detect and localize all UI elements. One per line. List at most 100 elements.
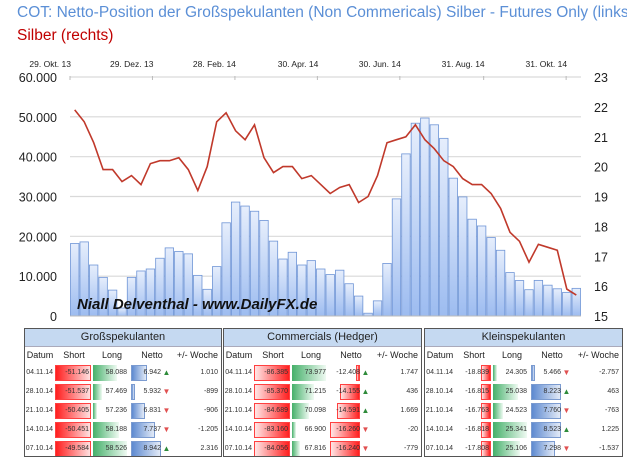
column-headers: Datum Short Long Netto +/- Woche xyxy=(25,347,221,363)
bars xyxy=(70,117,581,317)
long-cell: 73.977 xyxy=(292,364,328,382)
long-cell: 58.188 xyxy=(93,421,129,439)
net-value: 5.466 xyxy=(543,369,561,376)
net-cell: -14.591 ▲ xyxy=(330,402,370,420)
short-data-bar xyxy=(480,365,491,381)
netto-position-bar xyxy=(353,295,364,317)
table-row: 04.11.14 -18.839 24.305 5.466 ▼ -2.757 xyxy=(425,364,622,382)
long-data-bar xyxy=(292,365,327,381)
column-header: Datum xyxy=(426,350,454,360)
arrow-up-icon: ▲ xyxy=(562,425,571,434)
netto-position-bar xyxy=(495,249,506,317)
long-value: 66.900 xyxy=(304,426,326,433)
long-cell: 66.900 xyxy=(292,421,328,439)
net-data-bar xyxy=(336,403,360,419)
week-change-cell: 2.316 xyxy=(200,445,218,452)
long-cell: 25.341 xyxy=(493,421,529,439)
netto-position-bar xyxy=(477,225,487,317)
column-header: Datum xyxy=(225,350,253,360)
short-value: -84.056 xyxy=(264,445,288,452)
table-title: Großspekulanten xyxy=(25,329,221,347)
long-data-bar xyxy=(93,403,97,419)
table-row: 14.10.14 -16.818 25.341 8.523 ▲ 1.225 xyxy=(425,421,622,439)
short-value: -50.451 xyxy=(65,426,89,433)
long-data-bar xyxy=(292,403,310,419)
arrow-down-icon: ▼ xyxy=(162,406,171,415)
arrow-down-icon: ▼ xyxy=(162,387,171,396)
long-data-bar xyxy=(93,384,102,400)
long-data-bar xyxy=(292,384,315,400)
week-change-cell: 463 xyxy=(607,388,619,395)
short-value: -85.370 xyxy=(264,388,288,395)
date-cell: 07.10.14 xyxy=(425,445,453,452)
column-header: Long xyxy=(101,350,123,360)
long-value: 70.098 xyxy=(304,407,326,414)
net-cell: 8.942 ▲ xyxy=(131,440,171,456)
table-row: 07.10.14 -49.584 58.526 8.942 ▲ 2.316 xyxy=(25,440,221,456)
arrow-up-icon: ▲ xyxy=(361,368,370,377)
short-cell: -84.689 xyxy=(254,402,290,420)
y-left-tick-label: 30.000 xyxy=(19,191,57,205)
arrow-up-icon: ▲ xyxy=(361,406,370,415)
column-header: +/- Woche xyxy=(176,350,218,360)
net-value: -14.155 xyxy=(336,388,360,395)
long-value: 67.816 xyxy=(304,445,326,452)
long-data-bar xyxy=(292,422,296,438)
table-commercials: Commercials (Hedger) Datum Short Long Netto +… xyxy=(223,328,422,457)
table-row: 21.10.14 -16.763 24.523 7.760 ▼ -763 xyxy=(425,402,622,420)
watermark: Niall Delventhal - www.DailyFX.de xyxy=(77,296,317,313)
net-data-bar xyxy=(131,422,156,438)
short-value: -84.689 xyxy=(264,407,288,414)
netto-position-bar xyxy=(401,153,411,317)
y-left-tick-label: 20.000 xyxy=(19,230,57,244)
y-right-tick-label: 16 xyxy=(594,280,608,294)
arrow-down-icon: ▼ xyxy=(562,406,571,415)
short-value: -18.839 xyxy=(465,369,489,376)
y-left-tick-label: 10.000 xyxy=(19,270,57,284)
column-headers: Datum Short Long Netto +/- Woche xyxy=(224,347,421,363)
silver-price-line xyxy=(74,109,577,296)
y-right-tick-label: 21 xyxy=(594,131,608,145)
short-data-bar xyxy=(254,441,290,456)
x-tick-label: 30. Apr. 14 xyxy=(278,59,319,69)
long-data-bar xyxy=(493,441,521,456)
netto-position-bar xyxy=(335,269,345,317)
short-data-bar xyxy=(254,384,290,400)
short-value: -16.763 xyxy=(465,407,489,414)
short-value: -51.537 xyxy=(65,388,89,395)
arrow-down-icon: ▼ xyxy=(361,444,370,453)
column-header: Netto xyxy=(541,350,563,360)
short-cell: -49.584 xyxy=(55,440,91,456)
date-cell: 21.10.14 xyxy=(425,407,453,414)
long-value: 25.038 xyxy=(505,388,527,395)
net-data-bar xyxy=(531,384,561,400)
table-title: Kleinspekulanten xyxy=(425,329,622,347)
x-tick-label: 29. Okt. 13 xyxy=(29,59,71,69)
long-value: 25.106 xyxy=(505,445,527,452)
table-row: 28.10.14 -85.370 71.215 -14.155 ▲ 436 xyxy=(224,383,421,401)
date-cell: 14.10.14 xyxy=(425,426,453,433)
net-data-bar xyxy=(531,422,561,438)
column-header: Netto xyxy=(141,350,163,360)
short-data-bar xyxy=(480,422,491,438)
long-value: 58.188 xyxy=(105,426,127,433)
week-change-cell: -779 xyxy=(403,445,418,452)
y-left-tick-label: 60.000 xyxy=(19,71,57,85)
short-data-bar xyxy=(480,441,491,456)
week-change-cell: -763 xyxy=(604,407,619,414)
short-value: -17.808 xyxy=(465,445,489,452)
short-cell: -16.818 xyxy=(455,421,491,439)
short-data-bar xyxy=(480,384,491,400)
long-cell: 57.469 xyxy=(93,383,129,401)
short-cell: -17.808 xyxy=(455,440,491,456)
long-value: 73.977 xyxy=(304,369,326,376)
date-cell: 28.10.14 xyxy=(425,388,453,395)
short-data-bar xyxy=(55,365,91,381)
column-header: Short xyxy=(262,350,284,360)
short-value: -50.405 xyxy=(65,407,89,414)
date-cell: 21.10.14 xyxy=(25,407,53,414)
net-cell: -14.155 ▲ xyxy=(330,383,370,401)
net-data-bar xyxy=(330,422,360,438)
table-title: Commercials (Hedger) xyxy=(224,329,421,347)
table-row: 14.10.14 -83.160 66.900 -16.260 ▼ -20 xyxy=(224,421,421,439)
